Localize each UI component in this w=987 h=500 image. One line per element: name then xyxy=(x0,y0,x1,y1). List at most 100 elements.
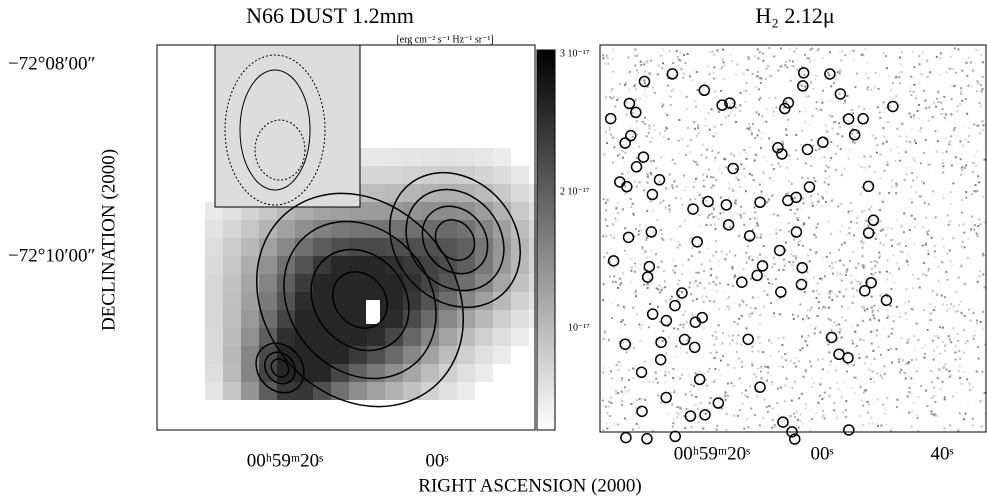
star-marker xyxy=(789,433,801,445)
speckle xyxy=(705,295,708,298)
speckle xyxy=(899,124,902,127)
speckle xyxy=(808,420,811,423)
speckle xyxy=(866,308,869,311)
speckle xyxy=(866,61,869,64)
star-marker xyxy=(782,194,794,207)
speckle xyxy=(699,87,702,90)
speckle xyxy=(689,49,692,52)
speckle xyxy=(927,203,930,206)
speckle xyxy=(803,73,806,76)
speckle xyxy=(621,208,624,211)
speckle xyxy=(935,150,938,153)
speckle xyxy=(673,418,676,421)
speckle xyxy=(910,214,913,217)
speckle xyxy=(863,209,866,212)
pixel xyxy=(205,274,223,292)
speckle xyxy=(944,136,947,139)
speckle xyxy=(661,340,664,343)
speckle xyxy=(766,107,769,110)
speckle xyxy=(905,288,908,291)
speckle xyxy=(634,295,637,298)
speckle xyxy=(869,318,872,321)
speckle xyxy=(815,204,818,207)
speckle xyxy=(780,314,783,317)
pixel xyxy=(403,166,421,184)
speckle xyxy=(799,420,802,423)
speckle xyxy=(660,233,663,236)
speckle xyxy=(724,391,727,394)
speckle xyxy=(793,224,796,227)
speckle xyxy=(690,293,693,296)
speckle xyxy=(855,280,858,283)
speckle xyxy=(687,127,690,130)
speckle xyxy=(738,235,741,238)
speckle xyxy=(925,402,928,405)
speckle xyxy=(726,305,729,308)
speckle xyxy=(840,336,843,339)
speckle xyxy=(643,116,646,119)
speckle xyxy=(939,74,942,77)
speckle xyxy=(930,396,933,399)
speckle xyxy=(693,420,696,423)
speckle xyxy=(818,381,821,384)
speckle xyxy=(843,167,846,170)
speckle xyxy=(660,156,663,159)
speckle xyxy=(718,369,721,372)
speckle xyxy=(847,154,850,157)
speckle xyxy=(669,95,672,98)
star-marker xyxy=(722,219,735,231)
speckle xyxy=(776,214,779,217)
speckle xyxy=(837,132,840,135)
speckle xyxy=(982,273,985,276)
speckle xyxy=(712,300,715,303)
speckle xyxy=(704,117,707,120)
speckle xyxy=(870,295,873,298)
speckle xyxy=(623,323,626,326)
speckle xyxy=(749,217,752,220)
speckle xyxy=(613,423,616,426)
speckle xyxy=(621,272,624,275)
speckle xyxy=(801,335,804,338)
speckle xyxy=(874,271,877,274)
speckle xyxy=(976,150,979,153)
speckle xyxy=(924,344,927,347)
speckle xyxy=(657,266,660,269)
speckle xyxy=(873,317,876,320)
speckle xyxy=(952,237,955,240)
speckle xyxy=(803,53,806,56)
speckle xyxy=(632,347,635,350)
speckle xyxy=(824,137,827,140)
speckle xyxy=(712,254,715,257)
speckle xyxy=(714,367,717,370)
speckle xyxy=(851,128,854,131)
speckle xyxy=(694,127,697,130)
speckle xyxy=(768,405,771,408)
speckle xyxy=(977,345,980,348)
speckle xyxy=(673,388,676,391)
speckle xyxy=(773,55,776,58)
star-marker xyxy=(623,97,636,110)
speckle xyxy=(611,58,614,61)
speckle xyxy=(610,402,613,405)
speckle xyxy=(862,305,865,308)
speckle xyxy=(721,66,724,69)
speckle xyxy=(959,102,962,105)
speckle xyxy=(756,222,759,225)
speckle xyxy=(844,273,847,276)
pixel xyxy=(295,292,313,310)
speckle xyxy=(621,377,624,380)
speckle xyxy=(714,240,717,243)
speckle xyxy=(887,314,890,317)
speckle xyxy=(755,236,758,239)
speckle xyxy=(632,367,635,370)
speckle xyxy=(621,149,624,152)
speckle xyxy=(609,234,612,237)
star-marker xyxy=(825,331,838,344)
star-marker xyxy=(756,260,769,272)
speckle xyxy=(614,281,617,284)
speckle xyxy=(981,370,984,373)
speckle xyxy=(891,274,894,277)
star-marker xyxy=(743,230,756,242)
speckle xyxy=(745,251,748,254)
pixel xyxy=(367,220,385,238)
